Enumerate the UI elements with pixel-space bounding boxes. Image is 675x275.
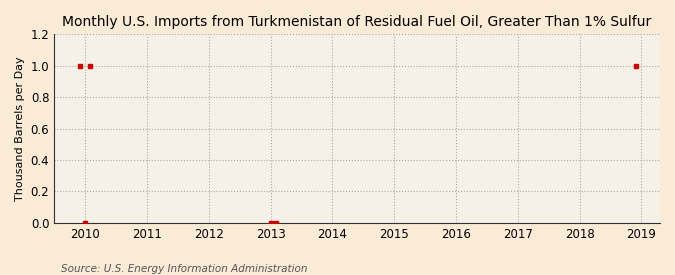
Y-axis label: Thousand Barrels per Day: Thousand Barrels per Day	[15, 56, 25, 201]
Title: Monthly U.S. Imports from Turkmenistan of Residual Fuel Oil, Greater Than 1% Sul: Monthly U.S. Imports from Turkmenistan o…	[63, 15, 651, 29]
Text: Source: U.S. Energy Information Administration: Source: U.S. Energy Information Administ…	[61, 264, 307, 274]
